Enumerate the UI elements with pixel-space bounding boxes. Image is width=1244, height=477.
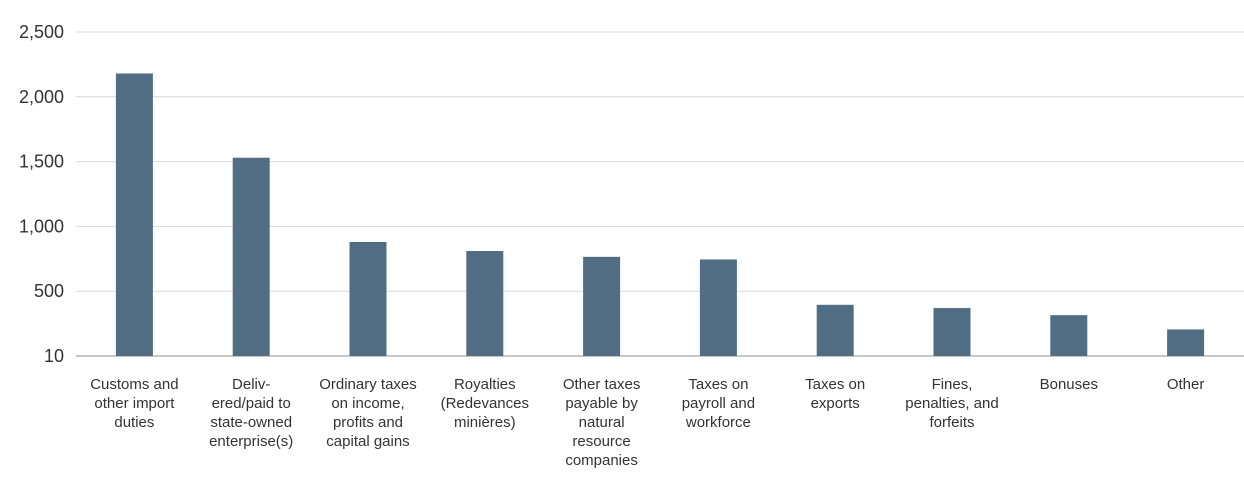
x-category-label-line: workforce bbox=[685, 414, 751, 431]
x-category-label-line: resource bbox=[572, 433, 630, 450]
x-category-label: Taxes on exports bbox=[805, 376, 865, 412]
x-category-label-line: capital gains bbox=[326, 433, 409, 450]
y-tick-label: 1,500 bbox=[19, 152, 64, 172]
x-category-label-line: Ordinary taxes bbox=[319, 376, 417, 393]
x-category-label-line: Customs and bbox=[90, 376, 178, 393]
x-category-label-line: Other taxes bbox=[563, 376, 641, 393]
y-tick-label: 2,000 bbox=[19, 87, 64, 107]
x-category-label-line: on income, bbox=[331, 395, 404, 412]
x-category-label: Customs and other import duties bbox=[90, 376, 178, 431]
x-category-label-line: enterprise(s) bbox=[209, 433, 293, 450]
x-category-label-line: exports bbox=[811, 395, 860, 412]
bar bbox=[232, 157, 270, 356]
x-category-label-line: minières) bbox=[454, 414, 516, 431]
y-tick-label: 500 bbox=[34, 281, 64, 301]
x-category-label: Other bbox=[1167, 376, 1205, 393]
x-category-label-line: payroll and bbox=[682, 395, 755, 412]
x-category-label: Deliv-ered/paid to state-owned enterprise(… bbox=[209, 376, 293, 450]
x-category-label-line: Bonuses bbox=[1040, 376, 1098, 393]
bar bbox=[816, 304, 854, 356]
x-category-label: Taxes on payroll and workforce bbox=[682, 376, 755, 431]
y-axis-tick-labels: 10 500 1,000 1,500 2,000 2,500 bbox=[19, 22, 64, 366]
x-category-label-line: Other bbox=[1167, 376, 1205, 393]
bar bbox=[699, 259, 737, 356]
x-category-label: Royalties (Redevances minières) bbox=[441, 376, 529, 431]
x-category-label-line: penalties, and bbox=[905, 395, 998, 412]
x-category-label-line: profits and bbox=[333, 414, 403, 431]
y-tick-label: 10 bbox=[44, 346, 64, 366]
bars bbox=[115, 73, 1205, 357]
x-category-label-line: companies bbox=[565, 452, 638, 469]
x-category-label-line: ered/paid to bbox=[212, 395, 291, 412]
x-category-label: Fines, penalties, and forfeits bbox=[905, 376, 998, 431]
x-category-label: Other taxes payable by natural resource comp… bbox=[563, 376, 641, 469]
bar bbox=[466, 251, 504, 356]
bar bbox=[1050, 315, 1088, 356]
bar bbox=[933, 308, 971, 356]
x-category-label-line: natural bbox=[579, 414, 625, 431]
x-category-label-line: forfeits bbox=[929, 414, 974, 431]
bar bbox=[1167, 329, 1205, 356]
x-category-label-line: Taxes on bbox=[805, 376, 865, 393]
x-category-label-line: duties bbox=[114, 414, 154, 431]
bar bbox=[349, 241, 387, 356]
x-category-label-line: payable by bbox=[565, 395, 638, 412]
x-category-label-line: state-owned bbox=[210, 414, 292, 431]
gridlines bbox=[76, 31, 1244, 357]
bar bbox=[115, 73, 153, 357]
x-category-label-line: Taxes on bbox=[688, 376, 748, 393]
x-category-label-line: (Redevances bbox=[441, 395, 529, 412]
x-category-label-line: other import bbox=[94, 395, 175, 412]
y-tick-label: 1,000 bbox=[19, 216, 64, 236]
x-category-label-line: Fines, bbox=[932, 376, 973, 393]
x-category-label-line: Royalties bbox=[454, 376, 516, 393]
x-axis-category-labels: Customs and other import duties Deliv-ered/… bbox=[90, 376, 1204, 469]
y-tick-label: 2,500 bbox=[19, 22, 64, 42]
x-category-label: Ordinary taxes on income, profits and capit… bbox=[319, 376, 417, 450]
x-category-label: Bonuses bbox=[1040, 376, 1098, 393]
bar bbox=[583, 256, 621, 356]
x-category-label-line: Deliv- bbox=[232, 376, 270, 393]
